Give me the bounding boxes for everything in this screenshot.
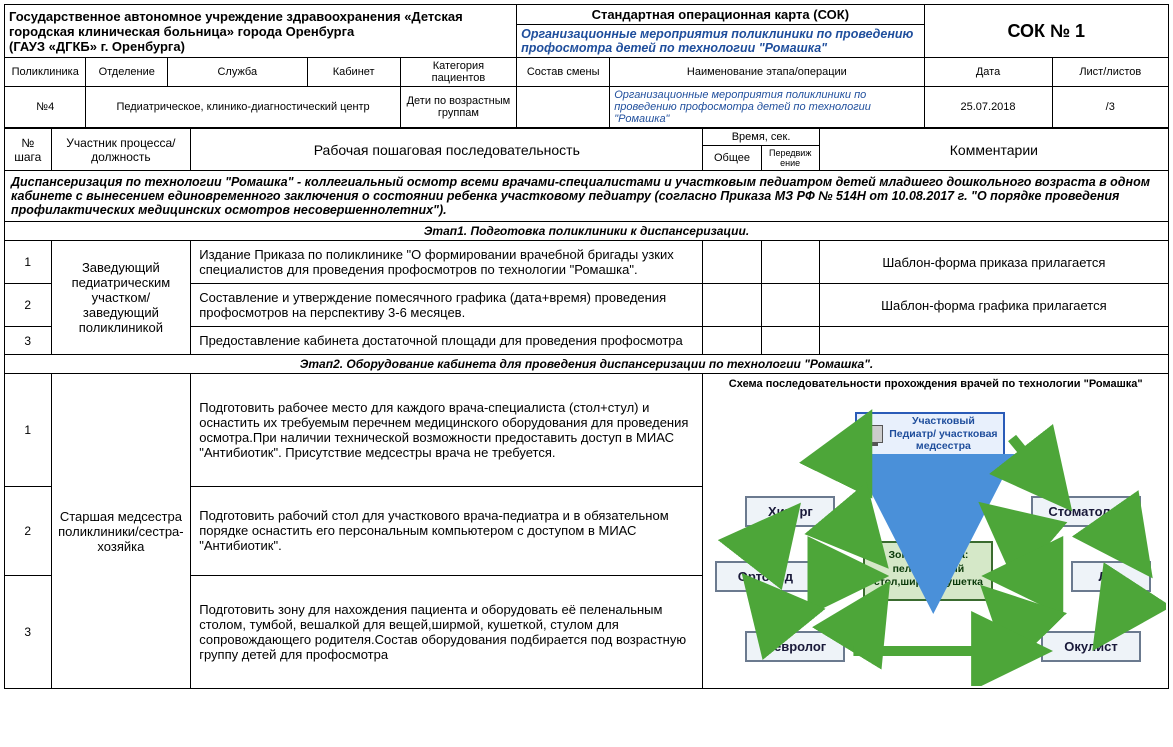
s1-step2-comment: Шаблон-форма графика прилагается	[819, 284, 1168, 327]
s1-step1-comment: Шаблон-форма приказа прилагается	[819, 241, 1168, 284]
node-lor: Лор	[1071, 561, 1151, 592]
s1-step2-t1	[703, 284, 761, 327]
node-orthopedist: Ортопед	[715, 561, 815, 592]
hdr-participant: Участник процесса/должность	[51, 129, 191, 171]
col-shift: Состав смены	[517, 58, 610, 87]
romashka-diagram: Схема последовательности прохождения вра…	[705, 376, 1166, 686]
computer-icon	[861, 425, 883, 443]
s2-step1-text: Подготовить рабочее место для каждого вр…	[191, 374, 703, 487]
hdr-time-total: Общее	[703, 146, 761, 171]
org-name: Государственное автономное учреждение зд…	[5, 5, 517, 58]
body-table: № шага Участник процесса/должность Рабоч…	[4, 128, 1169, 689]
description: Диспансеризация по технологии "Ромашка" …	[5, 171, 1169, 222]
s1-step1-t1	[703, 241, 761, 284]
val-polyclinic: №4	[5, 87, 86, 128]
col-category: Категория пациентов	[400, 58, 516, 87]
col-dept: Отделение	[86, 58, 167, 87]
s1-step3-t2	[761, 327, 819, 355]
s2-participant: Старшая медсестра поликлиники/сестра-хоз…	[51, 374, 191, 689]
s2-step1-no: 1	[5, 374, 52, 487]
col-service: Служба	[167, 58, 307, 87]
diagram-cell: Схема последовательности прохождения вра…	[703, 374, 1169, 689]
val-shift	[517, 87, 610, 128]
hdr-comments: Комментарии	[819, 129, 1168, 171]
col-polyclinic: Поликлиника	[5, 58, 86, 87]
node-patient-zone: Зона пациента: пеленальный стол,ширма, к…	[863, 541, 993, 601]
s1-step2-no: 2	[5, 284, 52, 327]
s2-step2-no: 2	[5, 486, 52, 576]
doc-type: Стандартная операционная карта (СОК)	[517, 5, 924, 25]
diagram-title: Схема последовательности прохождения вра…	[705, 378, 1166, 391]
col-sheet: Лист/листов	[1052, 58, 1168, 87]
node-surgeon: Хирург	[745, 496, 835, 527]
sok-number: СОК № 1	[924, 5, 1169, 58]
header-table: Государственное автономное учреждение зд…	[4, 4, 1169, 128]
val-stage: Организационные мероприятия поликлиники …	[610, 87, 924, 128]
val-dept: Педиатрическое, клинико-диагностический …	[86, 87, 400, 128]
node-neurologist: Невролог	[745, 631, 845, 662]
s1-step1-t2	[761, 241, 819, 284]
s2-step2-text: Подготовить рабочий стол для участкового…	[191, 486, 703, 576]
s1-step1-text: Издание Приказа по поликлинике "О формир…	[191, 241, 703, 284]
s1-step3-comment	[819, 327, 1168, 355]
hdr-sequence: Рабочая пошаговая последовательность	[191, 129, 703, 171]
s1-step3-no: 3	[5, 327, 52, 355]
s1-step1-no: 1	[5, 241, 52, 284]
s1-step3-text: Предоставление кабинета достаточной площ…	[191, 327, 703, 355]
hdr-step-no: № шага	[5, 129, 52, 171]
val-category: Дети по возрастным группам	[400, 87, 516, 128]
hdr-time-move: Передвиж ение	[761, 146, 819, 171]
val-date: 25.07.2018	[924, 87, 1052, 128]
val-sheet: /3	[1052, 87, 1168, 128]
stage1-title: Этап1. Подготовка поликлиники к диспансе…	[5, 222, 1169, 241]
s1-participant: Заведующий педиатрическим участком/завед…	[51, 241, 191, 355]
col-cabinet: Кабинет	[307, 58, 400, 87]
s1-step2-t2	[761, 284, 819, 327]
node-pediatrician: Участковый Педиатр/ участковая медсестра	[855, 412, 1005, 456]
doc-subtitle: Организационные мероприятия поликлиники …	[517, 25, 924, 58]
col-stage: Наименование этапа/операции	[610, 58, 924, 87]
s1-step3-t1	[703, 327, 761, 355]
s1-step2-text: Составление и утверждение помесячного гр…	[191, 284, 703, 327]
s2-step3-text: Подготовить зону для нахождения пациента…	[191, 576, 703, 689]
stage2-title: Этап2. Оборудование кабинета для проведе…	[5, 355, 1169, 374]
col-date: Дата	[924, 58, 1052, 87]
node-oculist: Окулист	[1041, 631, 1141, 662]
node-dentist: Стоматолог	[1031, 496, 1141, 527]
hdr-time: Время, сек.	[703, 129, 819, 146]
s2-step3-no: 3	[5, 576, 52, 689]
